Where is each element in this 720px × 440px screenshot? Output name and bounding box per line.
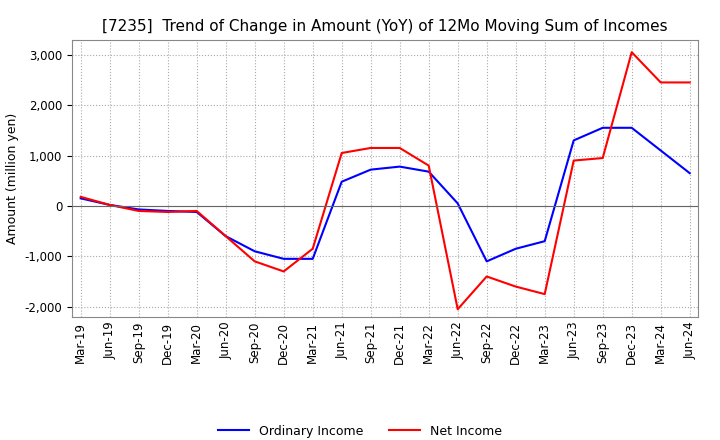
Net Income [251,259,259,264]
Ordinary Income [308,256,317,261]
Ordinary Income [627,125,636,130]
Net Income [685,80,694,85]
Ordinary Income [598,125,607,130]
Net Income [454,307,462,312]
Net Income [570,158,578,163]
Ordinary Income [454,201,462,206]
Ordinary Income [279,256,288,261]
Net Income [395,145,404,150]
Ordinary Income [338,179,346,184]
Ordinary Income [482,259,491,264]
Ordinary Income [685,171,694,176]
Ordinary Income [366,167,375,172]
Line: Net Income: Net Income [81,52,690,309]
Net Income [598,155,607,161]
Net Income [105,202,114,208]
Ordinary Income [192,209,201,215]
Net Income [279,269,288,274]
Net Income [76,194,85,199]
Line: Ordinary Income: Ordinary Income [81,128,690,261]
Net Income [627,50,636,55]
Ordinary Income [570,138,578,143]
Net Income [308,246,317,251]
Legend: Ordinary Income, Net Income: Ordinary Income, Net Income [213,420,507,440]
Ordinary Income [221,234,230,239]
Ordinary Income [105,202,114,208]
Ordinary Income [163,208,172,213]
Ordinary Income [395,164,404,169]
Y-axis label: Amount (million yen): Amount (million yen) [6,113,19,244]
Ordinary Income [511,246,520,251]
Net Income [511,284,520,289]
Net Income [221,234,230,239]
Ordinary Income [135,207,143,212]
Net Income [482,274,491,279]
Ordinary Income [76,196,85,201]
Ordinary Income [657,148,665,153]
Ordinary Income [251,249,259,254]
Net Income [657,80,665,85]
Net Income [541,291,549,297]
Ordinary Income [541,238,549,244]
Ordinary Income [424,169,433,174]
Net Income [163,209,172,215]
Net Income [424,163,433,168]
Title: [7235]  Trend of Change in Amount (YoY) of 12Mo Moving Sum of Incomes: [7235] Trend of Change in Amount (YoY) o… [102,19,668,34]
Net Income [338,150,346,156]
Net Income [135,208,143,213]
Net Income [192,208,201,213]
Net Income [366,145,375,150]
